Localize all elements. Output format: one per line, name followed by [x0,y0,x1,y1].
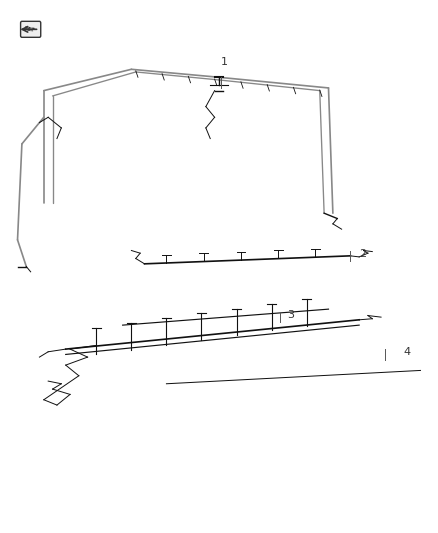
Text: 4: 4 [403,347,410,357]
Text: 1: 1 [221,56,228,67]
Text: 3: 3 [287,310,294,320]
Text: REF: REF [23,26,35,33]
Text: 2: 2 [359,248,366,259]
FancyBboxPatch shape [21,21,41,37]
